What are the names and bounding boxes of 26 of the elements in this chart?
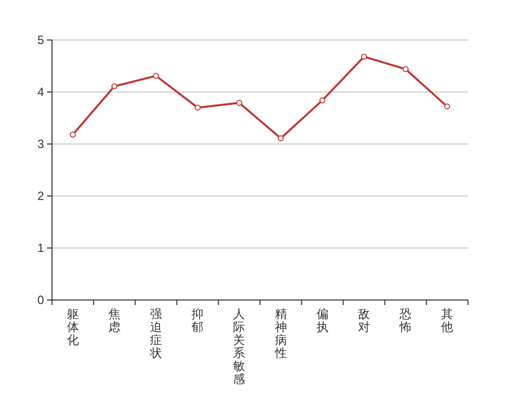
y-tick-label: 4 — [37, 85, 44, 99]
y-tick-label: 2 — [37, 189, 44, 203]
y-tick-label: 5 — [37, 33, 44, 47]
point — [319, 97, 326, 104]
x-tick-label: 偏执 — [316, 307, 328, 334]
y-tick-label: 1 — [37, 241, 44, 255]
point — [444, 104, 450, 110]
point — [361, 54, 367, 60]
point — [402, 66, 409, 72]
x-tick-label: 敌对 — [358, 307, 370, 334]
x-tick-label: 焦虑 — [108, 307, 120, 334]
point — [236, 100, 242, 106]
x-tick-label: 抑郁 — [192, 307, 204, 334]
x-tick-label: 精神病性 — [274, 307, 287, 360]
x-tick-label: 其他 — [441, 307, 454, 334]
x-tick-label: 强迫症状 — [149, 307, 162, 360]
x-tick-label: 恐怖 — [398, 307, 412, 334]
point — [111, 83, 118, 90]
x-tick-label: 躯体化 — [66, 307, 79, 347]
point — [70, 132, 76, 138]
point — [153, 72, 159, 79]
y-tick-label: 3 — [37, 137, 44, 151]
point — [278, 135, 284, 142]
point — [194, 104, 201, 111]
x-tick-label: 人际关系敏感 — [233, 307, 246, 386]
y-tick-label: 0 — [37, 293, 44, 307]
